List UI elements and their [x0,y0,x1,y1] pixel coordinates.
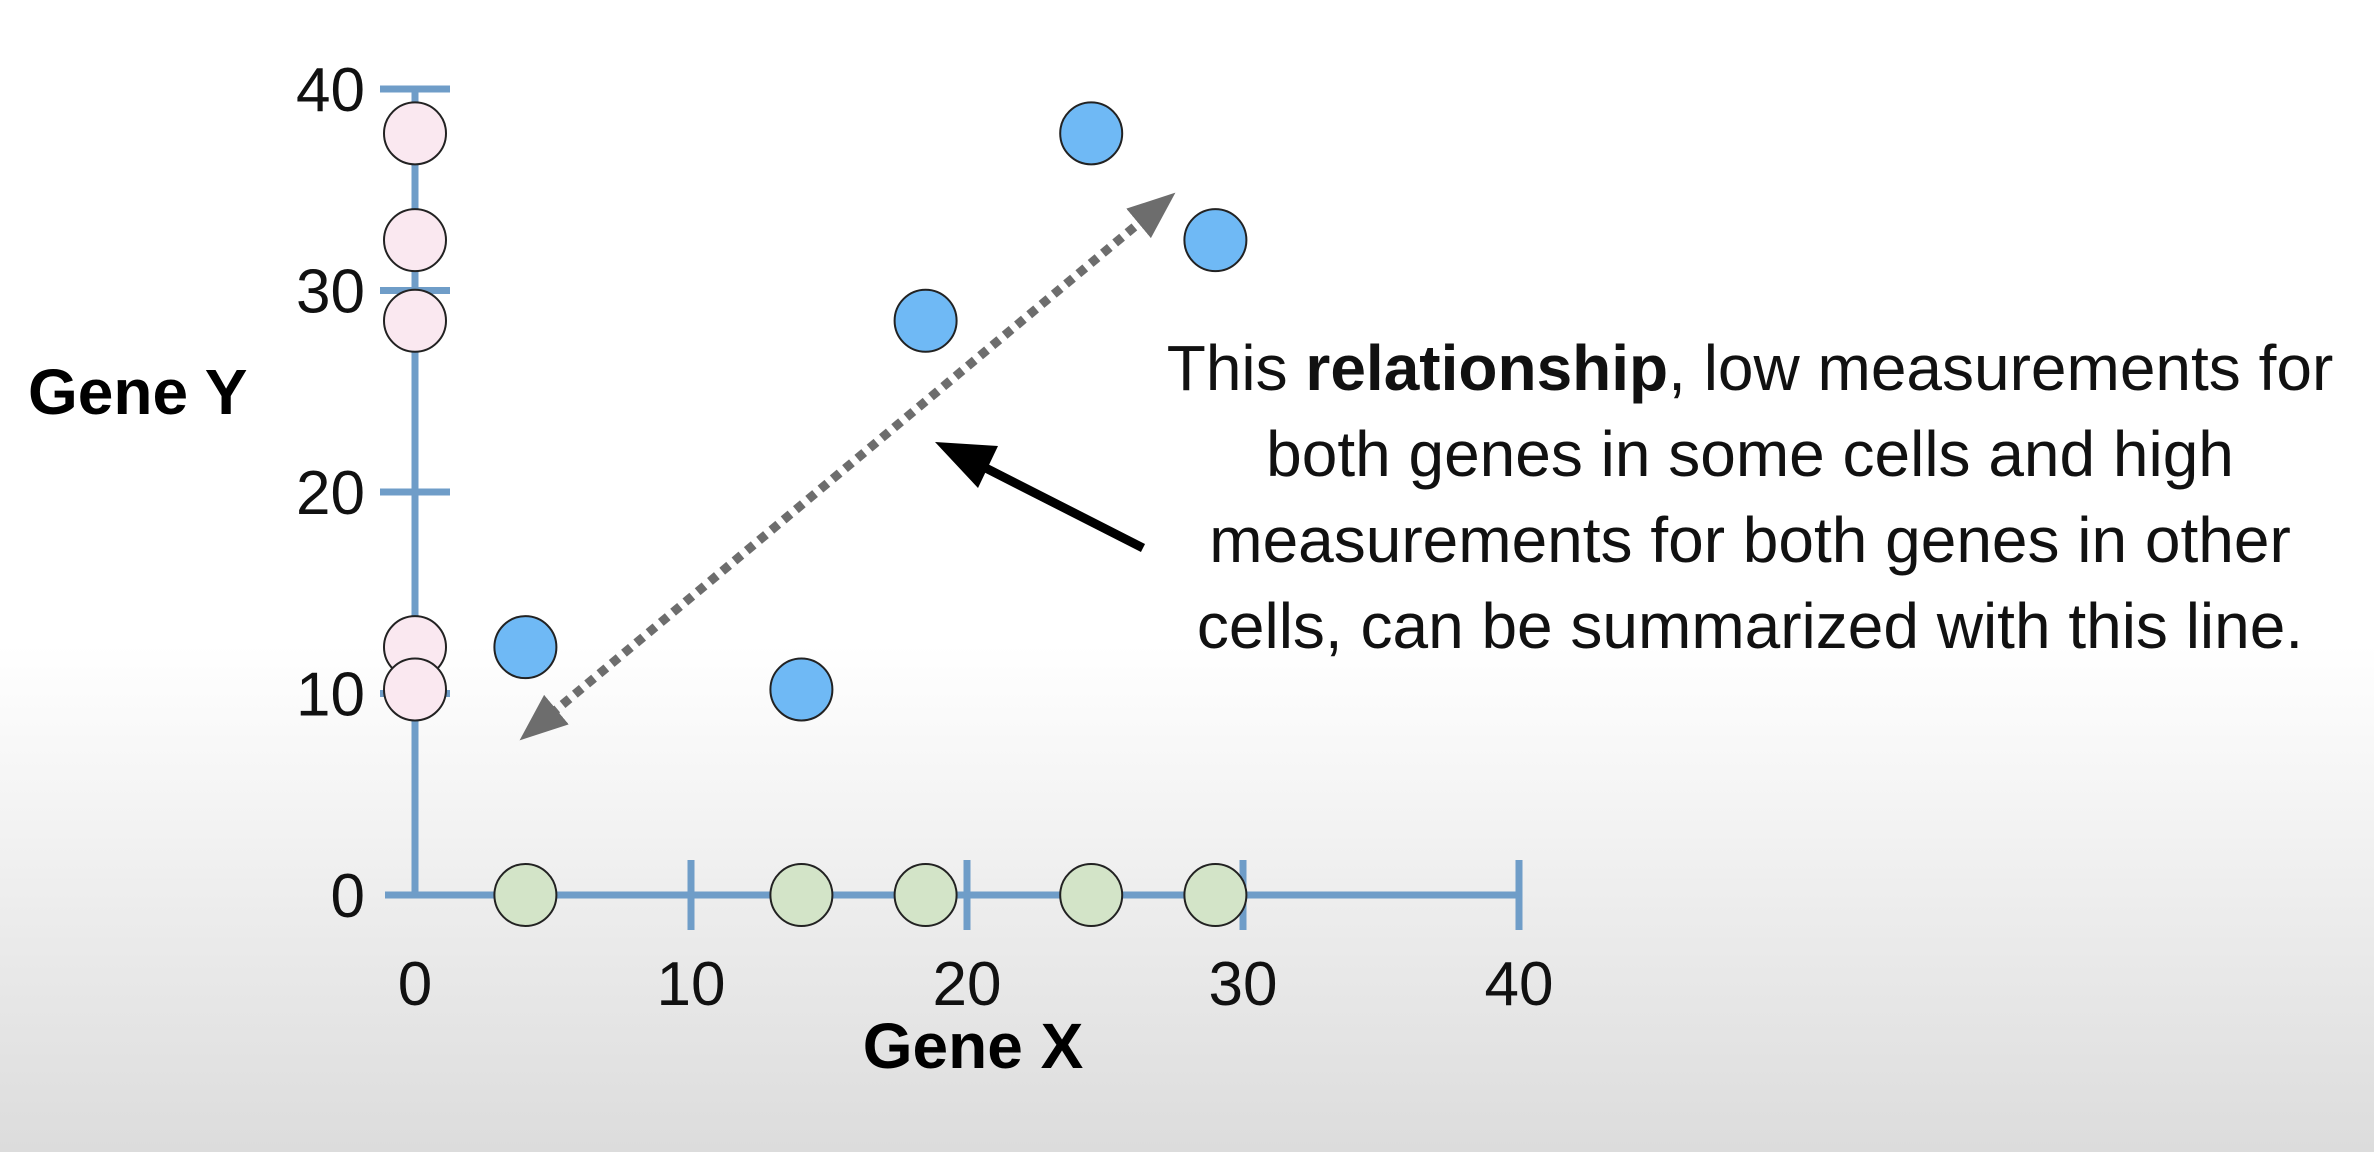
x-tick-label: 30 [1209,950,1278,1019]
annotation-suffix: , low measurements for both genes in som… [1196,332,2334,662]
annotation-bold: relationship [1305,332,1669,404]
data-point [1059,863,1124,927]
x-tick-label: 10 [657,950,726,1019]
pointer-arrow-shaft [967,455,1146,553]
x-tick-label: 40 [1485,950,1554,1019]
pointer-arrow [935,442,1146,553]
data-point [493,863,558,927]
data-point [383,208,447,273]
data-point [1183,863,1248,927]
data-point [383,288,447,353]
data-point [893,288,958,353]
data-point [1059,101,1124,166]
data-point [769,863,834,927]
y-tick-label: 0 [331,862,365,931]
data-point [493,615,558,680]
y-axis-title: Gene Y [28,356,247,428]
data-point [893,863,958,927]
x-tick-labels: 0 10 20 30 40 [398,950,1554,1019]
data-point [1183,208,1248,273]
data-point [383,101,447,166]
annotation-prefix: This [1166,332,1306,404]
data-point [769,657,834,722]
data-point [383,657,447,722]
pointer-arrow-head [935,442,998,488]
x-tick-label: 0 [398,950,432,1019]
y-tick-label: 40 [296,56,365,125]
x-tick-label: 20 [933,950,1002,1019]
x-axis-title: Gene X [863,1010,1084,1082]
data-points [383,101,1248,927]
annotation-text: This relationship, low measurements for … [1150,325,2350,669]
y-tick-label: 30 [296,258,365,327]
dotted-trend-line [519,192,1176,741]
y-tick-label: 10 [296,661,365,730]
y-tick-labels: 0 10 20 30 40 [296,56,365,931]
y-tick-label: 20 [296,459,365,528]
trend-line-dots [519,192,1176,741]
